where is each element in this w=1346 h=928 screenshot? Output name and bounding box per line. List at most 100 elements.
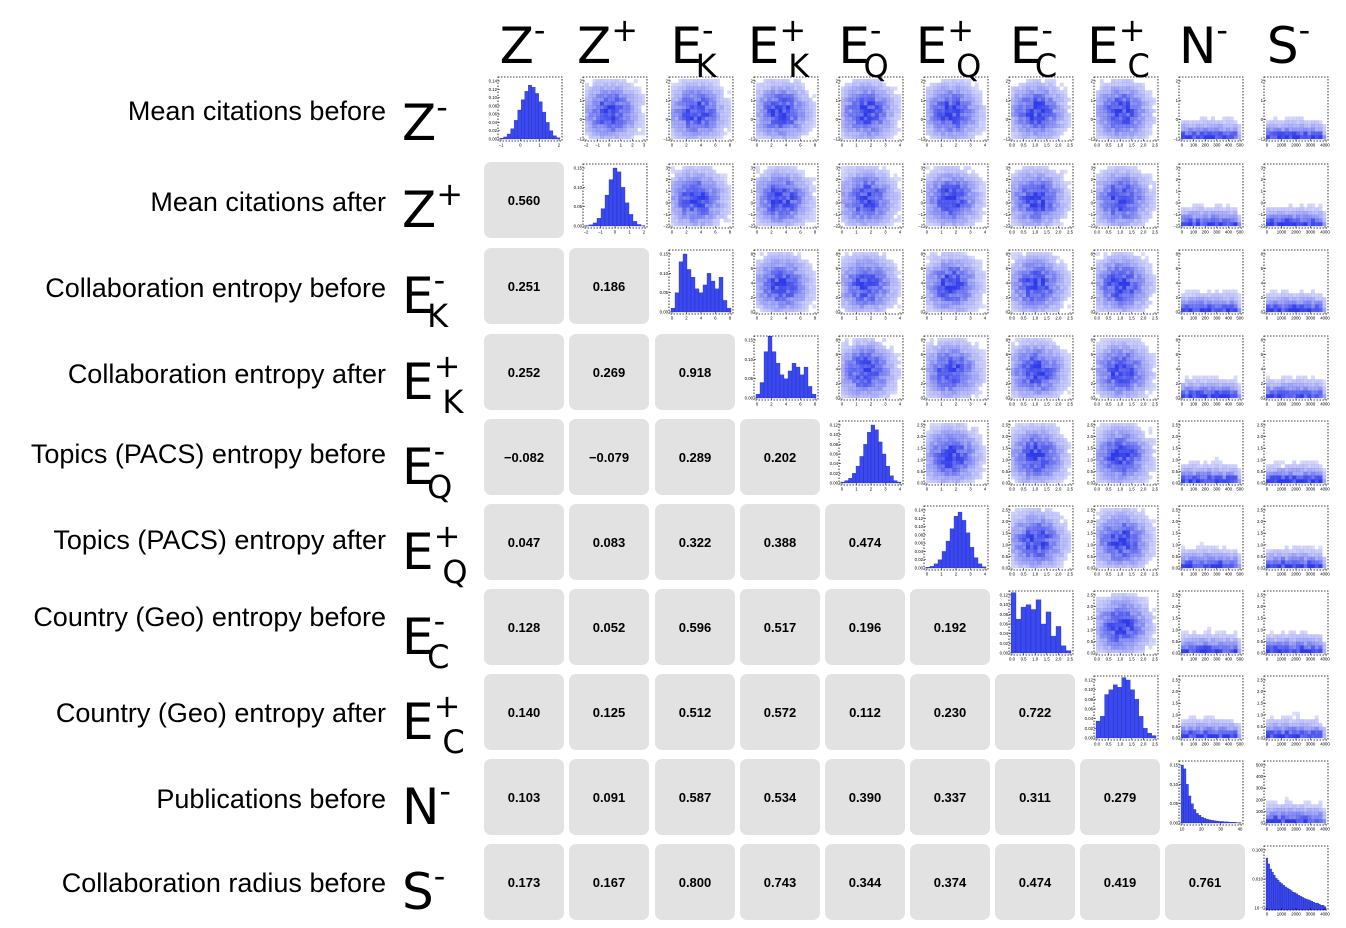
density-bin [697, 181, 702, 185]
histogram-bar [1265, 857, 1269, 911]
density-bin [682, 218, 687, 223]
density-bin [841, 360, 845, 365]
density-bin [1026, 211, 1030, 215]
density-bin [959, 479, 964, 484]
density-bin [856, 120, 860, 125]
density-bin [682, 131, 687, 136]
density-bin [1018, 112, 1023, 117]
x-tick-label: 2 [770, 316, 773, 321]
density-bin [1056, 131, 1060, 136]
density-bin [889, 192, 894, 197]
density-bin [856, 135, 860, 140]
density-bin [874, 184, 879, 189]
density-bin [933, 453, 938, 457]
density-bin [867, 127, 872, 132]
density-bin [844, 131, 849, 136]
density-bin [763, 112, 768, 117]
density-bin [789, 86, 794, 91]
histogram-bar [1218, 821, 1222, 824]
histogram-bar [545, 122, 550, 140]
density-bin [618, 79, 623, 83]
density-bin [856, 127, 860, 132]
density-bin [971, 479, 975, 484]
histogram-bar [863, 444, 868, 484]
density-bin [771, 255, 775, 260]
density-bin [963, 94, 968, 98]
density-bin [941, 222, 945, 227]
density-bin [859, 252, 864, 256]
density-bin [782, 192, 787, 197]
row-symbol: E-C [402, 591, 482, 687]
density-bin [893, 356, 898, 361]
density-bin [719, 97, 724, 102]
density-bin [844, 293, 849, 298]
density-bin [622, 105, 627, 110]
x-tick-label: 0.5 [1106, 742, 1113, 747]
density-bin [789, 282, 794, 286]
density-bin [933, 293, 938, 298]
x-tick-label: 0 [926, 402, 929, 407]
density-bin [874, 308, 879, 313]
density-bin [793, 259, 798, 264]
histogram-bar [1316, 902, 1319, 911]
density-bin [1037, 82, 1042, 87]
y-tick-label: 0.04 [915, 549, 924, 554]
y-tick-label: 1 [666, 98, 669, 103]
density-bin [808, 267, 813, 271]
density-bin [1018, 173, 1023, 178]
density-bin [697, 196, 702, 200]
density-bin [889, 112, 894, 117]
histogram-bar [1290, 890, 1293, 911]
histogram-bar [506, 133, 511, 140]
density-bin [716, 211, 720, 215]
density-bin [600, 135, 604, 140]
density-bin [871, 135, 875, 140]
density-bin [974, 188, 979, 193]
density-bin [948, 259, 953, 264]
density-bin [756, 181, 760, 185]
density-bin [778, 94, 783, 98]
density-bin [1037, 135, 1042, 140]
correlation-value: 0.596 [678, 619, 712, 635]
density-bin [926, 255, 930, 260]
density-bin [622, 120, 627, 125]
density-bin [897, 199, 902, 204]
density-bin [941, 109, 945, 113]
density-bin [886, 282, 890, 286]
density-bin [929, 434, 934, 439]
density-bin [937, 364, 942, 369]
density-bin [774, 101, 779, 106]
density-bin [789, 252, 794, 256]
correlation-value: 0.128 [507, 619, 541, 635]
density-bin [1048, 203, 1053, 208]
density-bin [808, 124, 813, 128]
density-bin [804, 297, 809, 301]
density-bin [952, 434, 957, 439]
density-bin [937, 214, 942, 219]
density-bin [926, 353, 930, 357]
density-bin [944, 131, 949, 136]
density-bin [967, 341, 972, 346]
density-bin [603, 116, 608, 121]
density-bin [708, 79, 713, 83]
density-bin [637, 101, 642, 106]
density-bin [841, 101, 845, 106]
density-bin [948, 383, 953, 387]
density-bin [959, 386, 964, 391]
density-bin [967, 124, 972, 128]
density-bin [941, 116, 945, 121]
density-bin [1022, 196, 1027, 200]
histogram-panel: 0.0 0.5 1.0 1.5 2.0 2.5 0.00 0.02 0.04 0.06 0.08 0.… [1080, 674, 1160, 750]
density-bin [859, 169, 864, 174]
density-bin [1063, 207, 1068, 212]
density-bin [801, 131, 805, 136]
density-bin [886, 211, 890, 215]
density-bin [937, 375, 942, 380]
density-bin [771, 105, 775, 110]
density-bin [867, 79, 872, 83]
density-bin [867, 90, 872, 95]
density-bin [967, 177, 972, 182]
density-bin [929, 105, 934, 110]
density-bin [1048, 173, 1053, 178]
y-tick-label: 0.06 [489, 112, 498, 117]
